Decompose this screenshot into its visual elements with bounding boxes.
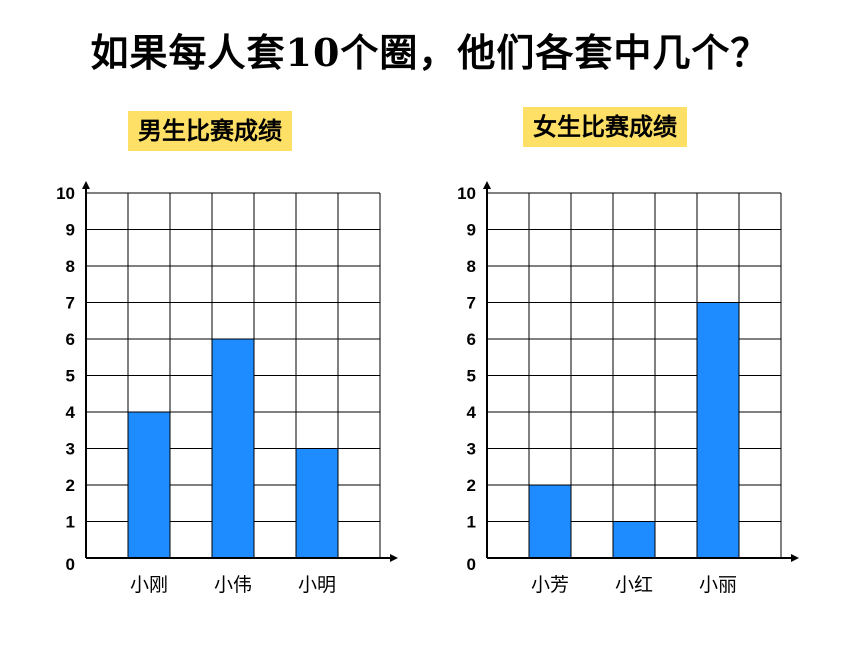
category-label: 小红 [615, 574, 653, 596]
y-tick-label: 0 [467, 555, 476, 574]
category-label: 小丽 [699, 574, 737, 596]
bar-小明 [295, 448, 339, 559]
category-label: 小芳 [531, 574, 569, 596]
y-axis-arrow [483, 181, 491, 189]
bar-小刚 [127, 411, 171, 559]
bar-小丽 [696, 302, 740, 559]
y-tick-label: 9 [467, 221, 476, 240]
y-axis-arrow [82, 181, 90, 189]
y-tick-label: 10 [457, 184, 476, 203]
y-tick-label: 4 [66, 403, 76, 422]
y-tick-label: 6 [467, 330, 476, 349]
x-axis-arrow [791, 554, 799, 562]
category-label: 小伟 [214, 574, 252, 596]
y-tick-label: 7 [467, 294, 476, 313]
category-label: 小明 [298, 574, 336, 596]
y-tick-label: 5 [467, 367, 476, 386]
page-title: 如果每人套10个圈，他们各套中几个？ [90, 30, 770, 75]
y-tick-label: 6 [66, 330, 75, 349]
y-tick-label: 8 [467, 257, 476, 276]
y-tick-label: 0 [66, 555, 75, 574]
y-tick-label: 3 [66, 440, 75, 459]
chart-title-girls: 女生比赛成绩 [523, 107, 687, 147]
y-tick-label: 2 [467, 476, 476, 495]
y-tick-label: 2 [66, 476, 75, 495]
y-tick-label: 1 [467, 513, 476, 532]
x-axis-arrow [390, 554, 398, 562]
y-tick-label: 9 [66, 221, 75, 240]
y-tick-label: 8 [66, 257, 75, 276]
category-label: 小刚 [130, 574, 168, 596]
bar-小伟 [211, 338, 255, 559]
y-tick-label: 7 [66, 294, 75, 313]
chart-title-boys: 男生比赛成绩 [128, 111, 292, 151]
y-tick-label: 5 [66, 367, 75, 386]
y-tick-label: 3 [467, 440, 476, 459]
y-tick-label: 10 [56, 184, 75, 203]
bar-小红 [612, 521, 656, 559]
y-tick-label: 4 [467, 403, 477, 422]
bar-小芳 [528, 484, 572, 559]
y-tick-label: 1 [66, 513, 75, 532]
